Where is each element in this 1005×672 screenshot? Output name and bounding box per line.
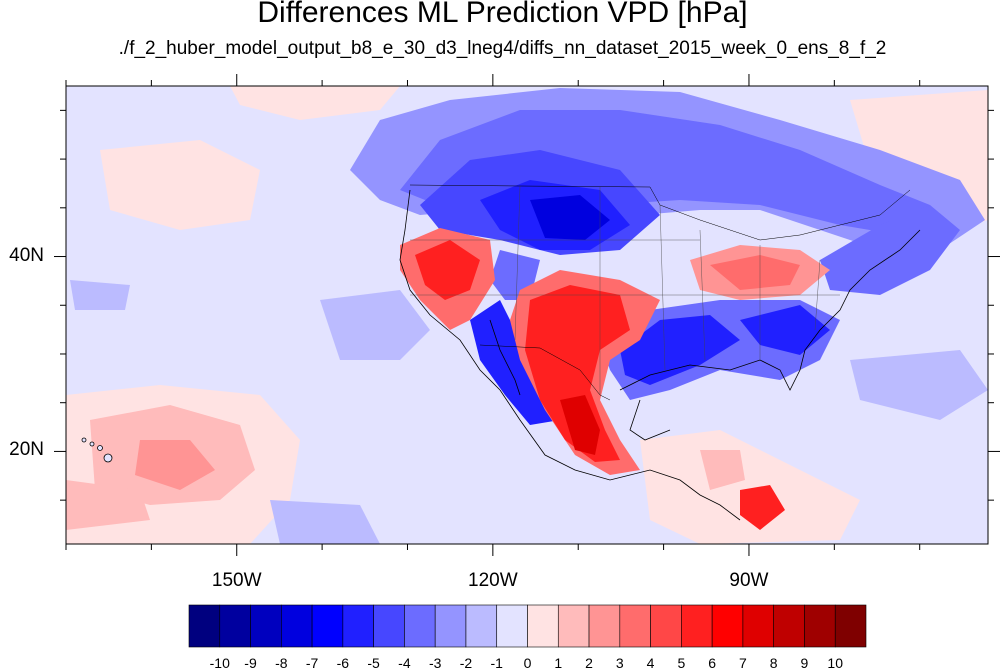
plot-frame	[65, 85, 989, 545]
colorbar-swatch	[281, 604, 313, 648]
field-patch	[620, 315, 740, 385]
colorbar-label: 2	[585, 655, 593, 671]
us-canada-border	[409, 184, 911, 241]
colorbar-swatch	[404, 604, 436, 648]
borders	[409, 184, 911, 401]
colorbar-label: 10	[827, 655, 843, 671]
colorbar-swatch	[557, 604, 590, 648]
field-patch	[820, 205, 960, 295]
field-patch	[530, 195, 610, 240]
field-patch	[640, 430, 860, 544]
colorbar-swatch	[219, 604, 251, 648]
colorbar-swatch	[742, 604, 774, 648]
field-patch	[230, 86, 400, 120]
colorbar-swatch	[588, 604, 621, 648]
colorbar-swatch	[465, 604, 498, 648]
map-subtitle: ./f_2_huber_model_output_b8_e_30_d3_lneg…	[118, 38, 887, 59]
longitude-label: 150W	[211, 570, 262, 591]
map-title: Differences ML Prediction VPD [hPa]	[257, 0, 748, 29]
field-patch	[70, 280, 130, 310]
colorbar-swatch	[250, 604, 282, 648]
colorbar-label: 5	[677, 655, 686, 671]
field-patch	[400, 110, 930, 235]
colorbar-label: -4	[398, 655, 411, 671]
latitude-label: 20N	[9, 439, 44, 461]
colorbar-label: -8	[275, 655, 288, 671]
colorbar-label: -10	[209, 655, 230, 671]
field-patch	[850, 350, 988, 420]
colorbar-label: 8	[769, 655, 778, 671]
colorbar-swatch	[804, 604, 836, 648]
coastlines	[399, 189, 921, 521]
colorbar-label: 6	[708, 655, 717, 671]
longitude-label: 90W	[729, 570, 769, 591]
latitude-label: 40N	[9, 244, 44, 266]
field-patch	[270, 500, 380, 544]
hawaii-islands	[81, 437, 113, 463]
colorbar-swatch	[711, 604, 744, 648]
colorbar-label: 0	[523, 655, 532, 671]
colorbar-label: 1	[554, 655, 563, 671]
colorbar-swatch	[681, 604, 713, 648]
pacific-coastline	[399, 189, 741, 521]
colorbar-swatch	[773, 604, 805, 648]
colorbar-label: 3	[615, 655, 624, 671]
us-mexico-border	[479, 344, 611, 401]
colorbar-swatch	[650, 604, 682, 648]
colorbar-label: -1	[490, 655, 503, 671]
colorbar-label: -2	[459, 655, 473, 671]
colorbar-label: -3	[428, 655, 442, 671]
field-patch	[320, 290, 430, 360]
colorbar-label: -6	[336, 655, 350, 671]
colorbar-swatch	[434, 604, 467, 648]
field-patch	[560, 395, 600, 455]
colorbar-swatch	[527, 604, 559, 648]
field-patch	[740, 305, 830, 355]
colorbar-label: -9	[244, 655, 257, 671]
longitude-label: 120W	[468, 570, 518, 591]
state-lines	[410, 239, 840, 296]
field-patch	[415, 240, 480, 300]
colorbar-swatch	[342, 604, 374, 648]
colorbar-label: 4	[646, 655, 655, 671]
colorbar-swatch	[834, 604, 867, 648]
baja-coastline	[489, 319, 521, 396]
colorbar-swatch	[188, 604, 221, 648]
colorbar-label: -5	[367, 655, 380, 671]
field-patch	[66, 480, 150, 530]
colorbar-label: 7	[739, 655, 747, 671]
colorbar	[188, 604, 867, 648]
gulf-atlantic-coastline	[619, 229, 921, 391]
colorbar-swatch	[496, 604, 528, 648]
colorbar-swatch	[373, 604, 405, 648]
yucatan-coastline	[629, 399, 671, 441]
colorbar-label: -7	[305, 655, 319, 671]
field-patch	[740, 485, 785, 530]
colorbar-swatch	[619, 604, 651, 648]
map-field	[66, 86, 988, 544]
field-patch	[700, 450, 745, 490]
colorbar-swatch	[311, 604, 344, 648]
colorbar-label: 9	[800, 655, 809, 671]
field-patch	[100, 140, 260, 230]
field-patch	[135, 440, 215, 490]
field-patch	[525, 285, 630, 462]
field-patch	[710, 255, 800, 290]
axis-ticks	[54, 74, 1000, 556]
